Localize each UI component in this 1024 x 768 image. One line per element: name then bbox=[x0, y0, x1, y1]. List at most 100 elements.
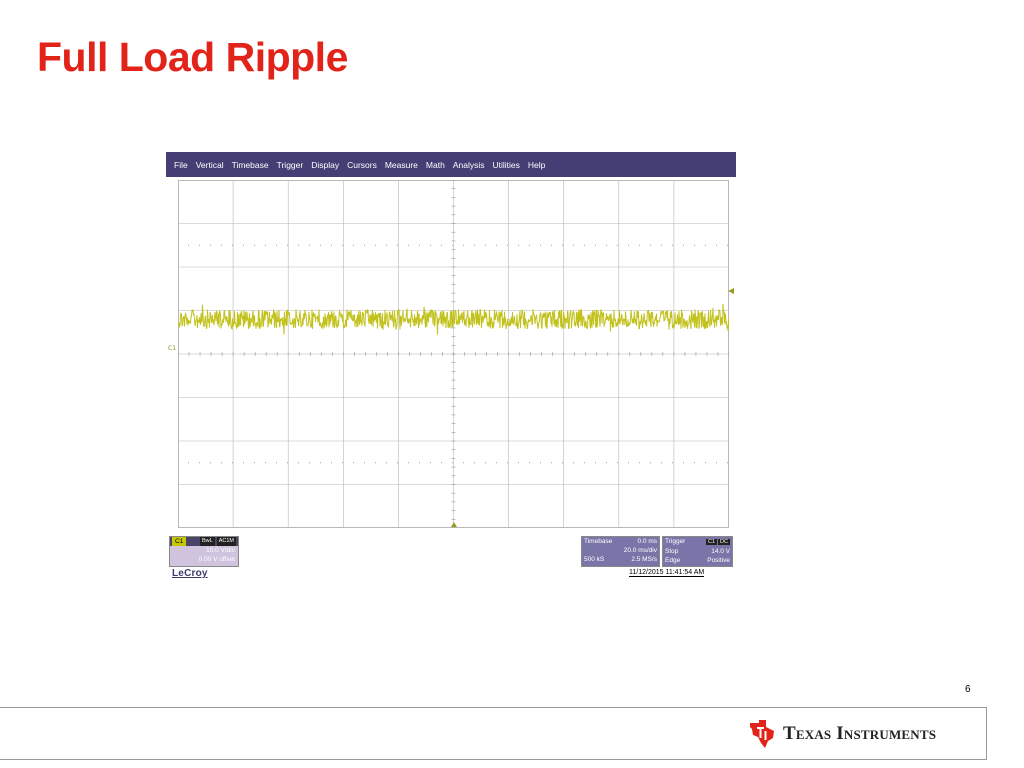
grid-dot bbox=[320, 244, 321, 246]
menu-help[interactable]: Help bbox=[527, 159, 546, 170]
menu-cursors[interactable]: Cursors bbox=[347, 159, 377, 170]
capture-timestamp: 11/12/2015 11:41:54 AM bbox=[629, 569, 705, 577]
trigger-level: 14.0 V bbox=[711, 548, 730, 555]
scope-graticule bbox=[178, 180, 729, 528]
page-number: 6 bbox=[965, 684, 971, 695]
grid-dot bbox=[551, 462, 552, 464]
grid-dot bbox=[584, 244, 585, 246]
slide-title: Full Load Ripple bbox=[37, 34, 348, 80]
grid-dot bbox=[540, 462, 541, 464]
grid-dot bbox=[661, 244, 662, 246]
grid-dot bbox=[661, 462, 662, 464]
grid-dot bbox=[639, 462, 640, 464]
grid-dot bbox=[441, 462, 442, 464]
texas-instruments-logo: Texas Instruments bbox=[747, 719, 936, 749]
menu-vertical[interactable]: Vertical bbox=[195, 159, 224, 170]
company-name: Texas Instruments bbox=[783, 723, 937, 744]
menu-trigger[interactable]: Trigger bbox=[276, 159, 304, 170]
grid-dot bbox=[441, 244, 442, 246]
trigger-level-marker bbox=[728, 288, 734, 294]
grid-dot bbox=[298, 244, 299, 246]
menu-display[interactable]: Display bbox=[311, 159, 340, 170]
grid-dot bbox=[353, 462, 354, 464]
grid-dot bbox=[452, 244, 453, 246]
grid-dot bbox=[518, 244, 519, 246]
ti-map-icon bbox=[750, 720, 774, 748]
grid-dot bbox=[452, 462, 453, 464]
timebase-info-box[interactable]: Timebase 0.0 ms 20.0 ms/div 500 kS 2.5 M… bbox=[581, 536, 660, 567]
trigger-slope: Positive bbox=[707, 557, 730, 564]
grid-dot bbox=[386, 244, 387, 246]
grid-dot bbox=[617, 462, 618, 464]
grid-dot bbox=[716, 462, 717, 464]
grid-dot bbox=[595, 462, 596, 464]
menu-measure[interactable]: Measure bbox=[384, 159, 418, 170]
waveform-trace bbox=[178, 303, 729, 335]
grid-dot bbox=[727, 244, 728, 246]
grid-dot bbox=[199, 462, 200, 464]
center-axis-ticks bbox=[178, 180, 729, 528]
grid-dot bbox=[276, 244, 277, 246]
grid-dot bbox=[331, 462, 332, 464]
grid-dot bbox=[463, 244, 464, 246]
grid-dot bbox=[595, 244, 596, 246]
grid-dot bbox=[551, 244, 552, 246]
channel-info-box[interactable]: C1 BwL AC1M 10.0 V/div 0.00 V offset bbox=[169, 536, 239, 567]
trigger-type: Edge bbox=[665, 557, 681, 564]
scope-menubar: File Vertical Timebase Trigger Display C… bbox=[166, 152, 736, 177]
grid-dots bbox=[188, 244, 728, 464]
grid-dot bbox=[386, 462, 387, 464]
grid-dot bbox=[287, 462, 288, 464]
grid-dot bbox=[463, 462, 464, 464]
grid-dot bbox=[474, 244, 475, 246]
grid-dot bbox=[650, 244, 651, 246]
grid-dot bbox=[430, 462, 431, 464]
grid-dot bbox=[683, 462, 684, 464]
oscilloscope-screenshot: File Vertical Timebase Trigger Display C… bbox=[166, 152, 736, 584]
grid-dot bbox=[188, 462, 189, 464]
channel-offset: 0.00 V offset bbox=[198, 556, 235, 563]
grid-dot bbox=[694, 244, 695, 246]
channel-marker: C1 bbox=[168, 345, 177, 352]
menu-file[interactable]: File bbox=[174, 159, 188, 170]
grid-dot bbox=[265, 244, 266, 246]
grid-dot bbox=[716, 244, 717, 246]
grid-dot bbox=[342, 244, 343, 246]
trigger-label: Trigger bbox=[665, 538, 686, 545]
coupling-tag: AC1M bbox=[216, 537, 236, 546]
grid-dot bbox=[276, 462, 277, 464]
grid-dot bbox=[507, 244, 508, 246]
grid-dot bbox=[529, 244, 530, 246]
grid-dot bbox=[232, 462, 233, 464]
grid-dot bbox=[243, 244, 244, 246]
menu-timebase[interactable]: Timebase bbox=[231, 159, 269, 170]
menu-utilities[interactable]: Utilities bbox=[492, 159, 520, 170]
grid-dot bbox=[606, 462, 607, 464]
trigger-info-box[interactable]: Trigger C1 DC Stop 14.0 V Edge Positive bbox=[662, 536, 733, 567]
channel-vdiv: 10.0 V/div bbox=[206, 547, 235, 554]
grid-dot bbox=[408, 462, 409, 464]
menu-math[interactable]: Math bbox=[425, 159, 445, 170]
timebase-delay: 0.0 ms bbox=[637, 538, 657, 545]
grid-dot bbox=[485, 462, 486, 464]
grid-dot bbox=[188, 244, 189, 246]
grid-dot bbox=[705, 244, 706, 246]
trigger-position-marker bbox=[451, 522, 457, 527]
grid-dot bbox=[221, 462, 222, 464]
trigger-source-tag: C1 bbox=[706, 539, 718, 545]
grid-dot bbox=[573, 462, 574, 464]
grid-dot bbox=[639, 244, 640, 246]
grid-dot bbox=[496, 244, 497, 246]
grid-dot bbox=[562, 244, 563, 246]
channel-info-header: C1 BwL AC1M bbox=[170, 537, 238, 546]
grid-dot bbox=[364, 244, 365, 246]
channel-label: C1 bbox=[172, 537, 187, 546]
trigger-coupling-tag: DC bbox=[718, 539, 730, 545]
grid-dot bbox=[617, 244, 618, 246]
grid-dot bbox=[221, 244, 222, 246]
grid-dot bbox=[254, 244, 255, 246]
menu-analysis[interactable]: Analysis bbox=[452, 159, 485, 170]
grid-dot bbox=[375, 244, 376, 246]
grid-dot bbox=[309, 244, 310, 246]
grid-dot bbox=[397, 462, 398, 464]
